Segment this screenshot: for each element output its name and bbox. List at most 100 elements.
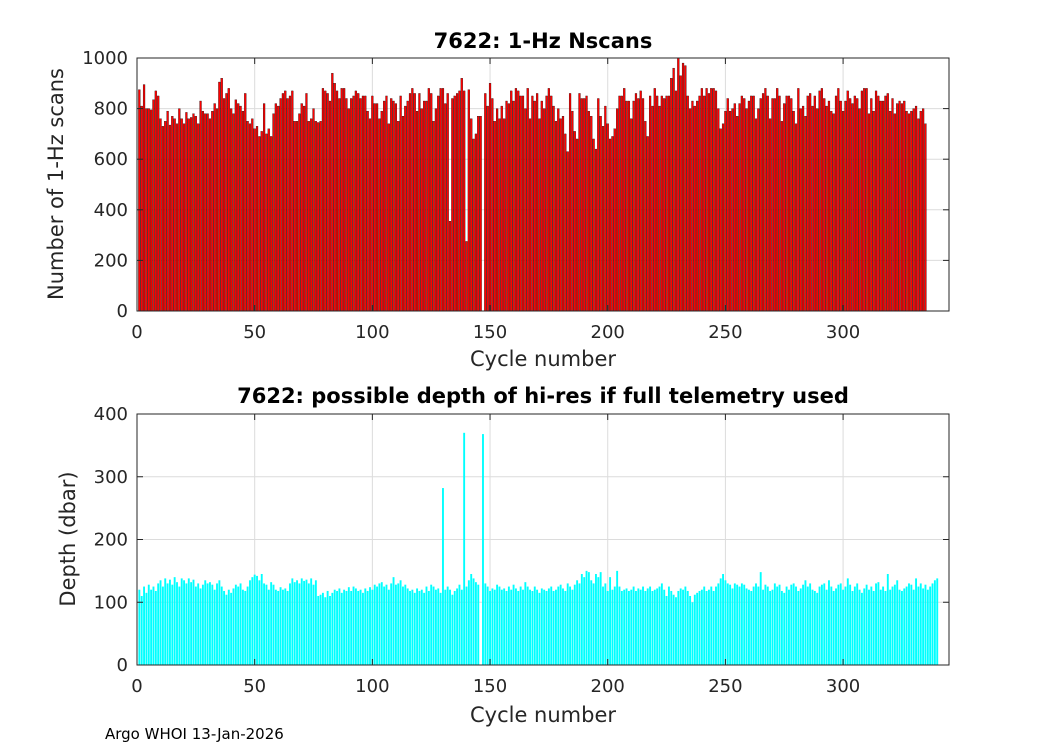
bar	[599, 116, 602, 312]
bar	[244, 590, 247, 665]
bar	[882, 100, 885, 312]
bar	[223, 590, 226, 665]
bar	[164, 121, 167, 312]
y-tick-label: 0	[117, 655, 128, 676]
bar	[875, 583, 877, 665]
bar	[564, 133, 567, 312]
bar	[851, 590, 854, 665]
bar	[656, 588, 659, 665]
bar	[500, 589, 503, 665]
bar	[686, 590, 689, 665]
bar	[736, 584, 739, 665]
bar	[434, 589, 437, 665]
bar	[670, 78, 673, 312]
bar	[206, 583, 209, 665]
bar	[272, 584, 275, 665]
bar	[825, 589, 828, 665]
bar	[674, 90, 678, 312]
bar	[806, 95, 809, 312]
bar	[190, 117, 193, 312]
bar	[399, 580, 402, 665]
bar	[239, 583, 242, 665]
bar	[705, 590, 708, 665]
bar	[611, 589, 614, 665]
bar	[677, 57, 680, 312]
bar	[406, 588, 409, 665]
bar	[251, 118, 254, 312]
bar	[750, 590, 753, 665]
bar	[653, 88, 656, 312]
bar	[830, 586, 833, 665]
bar	[771, 589, 774, 665]
bar	[846, 90, 849, 312]
bar	[776, 586, 779, 665]
bar	[853, 586, 856, 665]
bar	[908, 583, 910, 665]
bar	[347, 108, 350, 312]
bar	[863, 88, 866, 312]
y-tick-label: 200	[94, 530, 128, 551]
bar	[839, 583, 842, 665]
x-tick-label: 50	[243, 322, 266, 343]
bar	[383, 586, 386, 665]
bar	[900, 103, 904, 312]
bar	[860, 90, 863, 312]
bar	[914, 105, 918, 312]
bar	[472, 578, 475, 665]
bar	[823, 583, 826, 665]
bar	[303, 580, 306, 665]
bar	[924, 584, 927, 665]
bar	[352, 95, 355, 312]
bar	[401, 116, 405, 312]
bar	[498, 118, 501, 312]
bar	[618, 586, 621, 665]
bar	[409, 590, 411, 665]
bar	[314, 580, 317, 665]
bar	[787, 95, 791, 312]
bar	[550, 586, 553, 665]
bar	[785, 95, 788, 312]
bar	[265, 133, 268, 312]
bar	[799, 108, 802, 312]
bar	[246, 121, 249, 312]
bar	[644, 121, 647, 312]
bar	[795, 586, 797, 665]
bar	[660, 95, 663, 312]
bar	[684, 586, 687, 665]
bar	[364, 588, 367, 665]
bar	[298, 583, 301, 665]
bar	[898, 100, 901, 312]
y-tick-label: 0	[117, 301, 128, 322]
bar	[839, 100, 842, 312]
bar	[343, 88, 346, 312]
bar	[566, 583, 569, 665]
bar	[274, 589, 277, 665]
bar	[606, 123, 609, 312]
bar	[312, 584, 315, 665]
bar	[371, 95, 374, 312]
bar	[354, 588, 357, 665]
bar	[806, 586, 809, 665]
bar	[314, 121, 317, 312]
x-tick-label: 0	[131, 322, 142, 343]
bar	[759, 572, 762, 665]
bar	[797, 88, 800, 312]
bar	[860, 592, 863, 665]
bar	[722, 574, 724, 665]
bar	[851, 103, 854, 312]
bar	[154, 590, 157, 665]
bar	[672, 594, 675, 665]
bar	[380, 582, 383, 665]
bar	[437, 588, 440, 665]
bar	[296, 580, 298, 665]
bar	[317, 122, 320, 312]
bar	[526, 586, 529, 665]
bar	[187, 118, 190, 312]
bar	[646, 136, 649, 312]
bar	[717, 583, 720, 665]
bar	[665, 595, 668, 665]
bar	[201, 110, 204, 312]
bar	[587, 110, 590, 312]
bar	[279, 587, 282, 665]
y-tick-label: 600	[94, 149, 128, 170]
